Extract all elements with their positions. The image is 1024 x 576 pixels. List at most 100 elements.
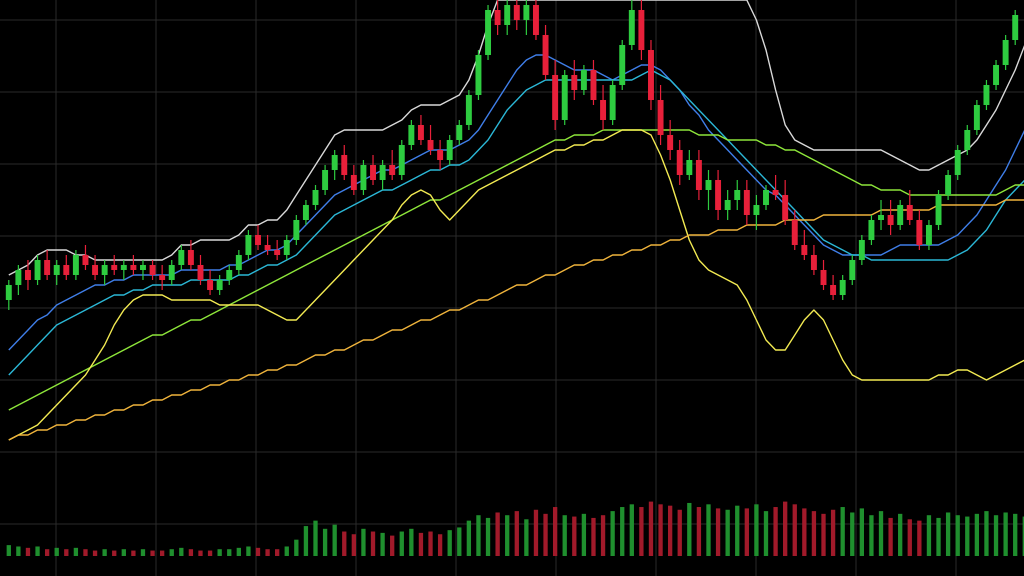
candle-body xyxy=(149,265,156,275)
candle xyxy=(456,120,463,145)
candle xyxy=(600,85,607,130)
volume-bar xyxy=(926,515,932,556)
candle-body xyxy=(34,260,41,280)
candle xyxy=(389,150,396,180)
candle-body xyxy=(868,220,875,240)
volume-bar xyxy=(16,546,21,556)
candle xyxy=(571,60,578,100)
volume-bar xyxy=(255,547,261,556)
candle xyxy=(226,265,233,285)
candle-body xyxy=(964,130,971,150)
candle-body xyxy=(226,270,233,280)
candle-body xyxy=(350,175,357,190)
volume-bar xyxy=(198,550,203,556)
candle-body xyxy=(187,250,194,265)
candle xyxy=(523,0,530,35)
volume-bar xyxy=(878,511,884,556)
moving-average-line xyxy=(8,129,1024,441)
candle-body xyxy=(15,270,22,285)
candle-body xyxy=(513,5,520,20)
volume-bar xyxy=(92,550,98,556)
volume-bar xyxy=(294,539,299,556)
candle xyxy=(724,190,731,220)
candle xyxy=(686,150,693,180)
candle xyxy=(878,200,884,230)
candle xyxy=(283,235,290,260)
candle-body xyxy=(5,285,12,300)
volume-bar xyxy=(495,512,500,556)
volume-bar xyxy=(917,520,922,556)
candle-body xyxy=(274,250,281,255)
volume-bar xyxy=(715,508,721,556)
candle-body xyxy=(657,100,664,135)
candle xyxy=(925,220,932,250)
volume-bar xyxy=(821,513,826,556)
volume-bar xyxy=(44,549,50,556)
volume-bar xyxy=(428,531,433,556)
candle xyxy=(293,215,300,245)
volume-bar xyxy=(227,549,232,556)
candle-body xyxy=(945,175,952,195)
volume-bar xyxy=(639,507,644,556)
candle-body xyxy=(983,85,990,105)
volume-bar xyxy=(399,531,404,556)
candle-body xyxy=(398,145,405,175)
volume-bar xyxy=(984,511,989,556)
candle xyxy=(417,115,424,145)
candle xyxy=(657,85,664,145)
volume-bar xyxy=(83,549,88,556)
candle-body xyxy=(830,285,837,295)
candle-body xyxy=(101,265,108,275)
candle-body xyxy=(92,265,99,275)
candle-body xyxy=(772,190,779,195)
candle xyxy=(130,255,137,275)
candle-body xyxy=(542,35,549,75)
candle-body xyxy=(935,195,942,225)
candle-body xyxy=(456,125,463,140)
candle xyxy=(370,155,376,185)
volume-bar xyxy=(1013,513,1018,556)
candle-body xyxy=(887,215,894,225)
volume-bar xyxy=(303,526,309,556)
candle xyxy=(580,65,587,95)
volume-bar xyxy=(783,501,788,556)
candle-body xyxy=(235,255,242,270)
volume-bar xyxy=(188,549,194,556)
volume-bar xyxy=(562,515,567,556)
candle-body xyxy=(437,150,444,160)
candle-body xyxy=(216,280,223,290)
candle-body xyxy=(207,280,214,290)
moving-average-line xyxy=(8,129,1024,411)
candle-body xyxy=(743,190,750,215)
volume-bar xyxy=(581,513,587,556)
volume-bar xyxy=(332,524,337,556)
candle-body xyxy=(715,180,722,210)
candle-body xyxy=(63,265,70,275)
candle xyxy=(178,245,185,270)
volume-bar xyxy=(179,547,184,556)
candle xyxy=(830,275,837,300)
volume-bar xyxy=(322,528,328,556)
candle xyxy=(53,260,60,285)
candle-body xyxy=(571,75,578,90)
volume-bar xyxy=(54,547,59,556)
volume-bar xyxy=(802,508,807,556)
volume-bar xyxy=(121,549,126,556)
candle-body xyxy=(561,75,568,120)
volume-bars xyxy=(6,501,1024,556)
candle-body xyxy=(82,255,89,265)
candle-body xyxy=(504,5,511,25)
candle-body xyxy=(446,140,453,160)
candle xyxy=(619,40,626,90)
candle xyxy=(34,255,41,285)
candle xyxy=(801,230,808,260)
candle-body xyxy=(159,275,166,280)
candle xyxy=(993,60,1000,90)
candle-body xyxy=(580,70,587,90)
candle xyxy=(849,255,856,285)
volume-bar xyxy=(869,515,874,556)
candle xyxy=(398,140,405,180)
volume-bar xyxy=(217,549,222,556)
candle xyxy=(360,160,367,195)
